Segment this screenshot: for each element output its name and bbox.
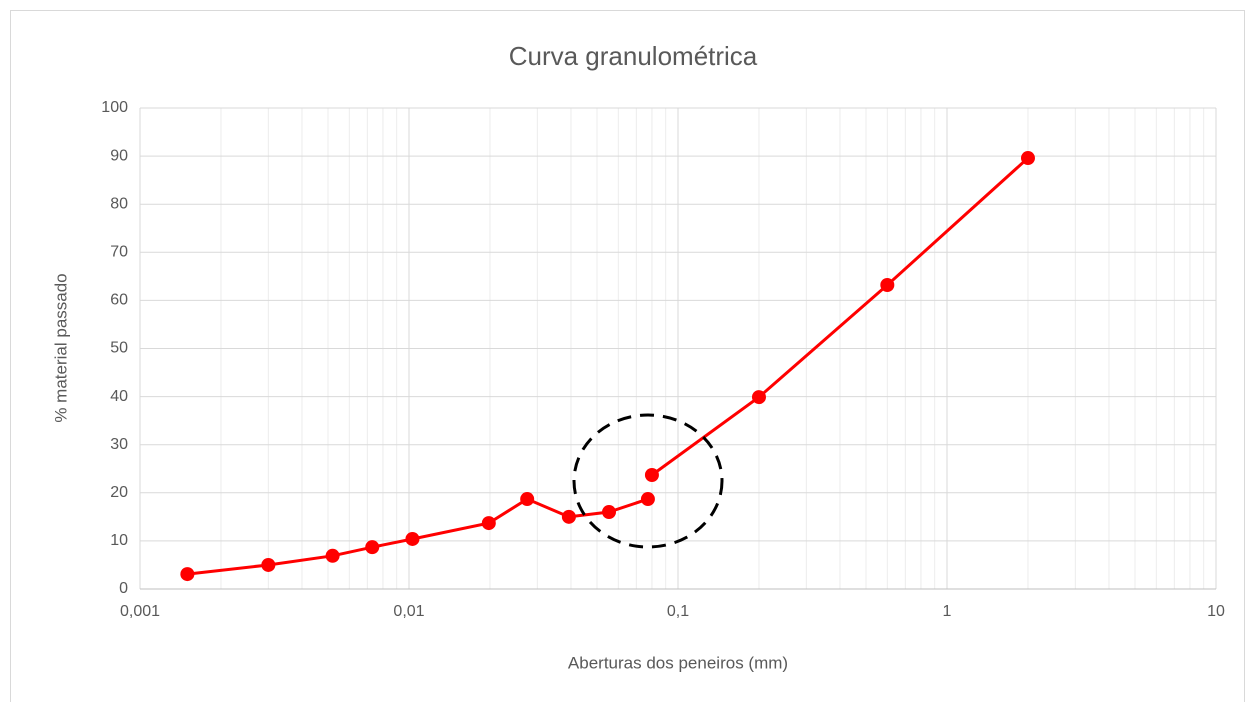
y-tick-label: 80 (110, 195, 128, 212)
y-tick-label: 40 (110, 388, 128, 405)
x-axis-label: Aberturas dos peneiros (mm) (568, 653, 788, 672)
x-tick-label: 0,01 (393, 603, 424, 620)
y-tick-label: 50 (110, 340, 128, 357)
data-point (561, 509, 576, 524)
chart-border (10, 10, 1245, 702)
data-point (520, 492, 535, 507)
data-point (405, 531, 420, 546)
y-tick-label: 20 (110, 484, 128, 501)
y-tick-label: 70 (110, 244, 128, 261)
data-point (644, 468, 659, 483)
y-tick-label: 30 (110, 436, 128, 453)
x-tick-label: 0,001 (120, 603, 160, 620)
x-tick-label: 0,1 (667, 603, 689, 620)
y-axis-label: % material passado (51, 273, 70, 422)
highlight-circle (572, 413, 724, 549)
data-point (751, 390, 766, 405)
marks (180, 151, 1035, 582)
data-point (602, 505, 617, 520)
grid (139, 107, 1217, 590)
chart-title: Curva granulométrica (509, 41, 758, 71)
y-tick-label: 10 (110, 532, 128, 549)
y-tick-label: 0 (119, 580, 128, 597)
data-point (481, 516, 496, 531)
y-tick-label: 100 (101, 99, 128, 116)
y-tick-label: 90 (110, 147, 128, 164)
data-point (365, 540, 380, 555)
data-point (880, 278, 895, 293)
data-point (640, 492, 655, 507)
x-tick-label: 1 (943, 603, 952, 620)
data-point (180, 567, 195, 582)
series-line (187, 497, 649, 576)
x-tick-label: 10 (1207, 603, 1225, 620)
data-point (261, 557, 276, 572)
series-line (651, 156, 1029, 477)
data-point (1020, 151, 1035, 166)
data-point (325, 548, 340, 563)
y-tick-label: 60 (110, 292, 128, 309)
